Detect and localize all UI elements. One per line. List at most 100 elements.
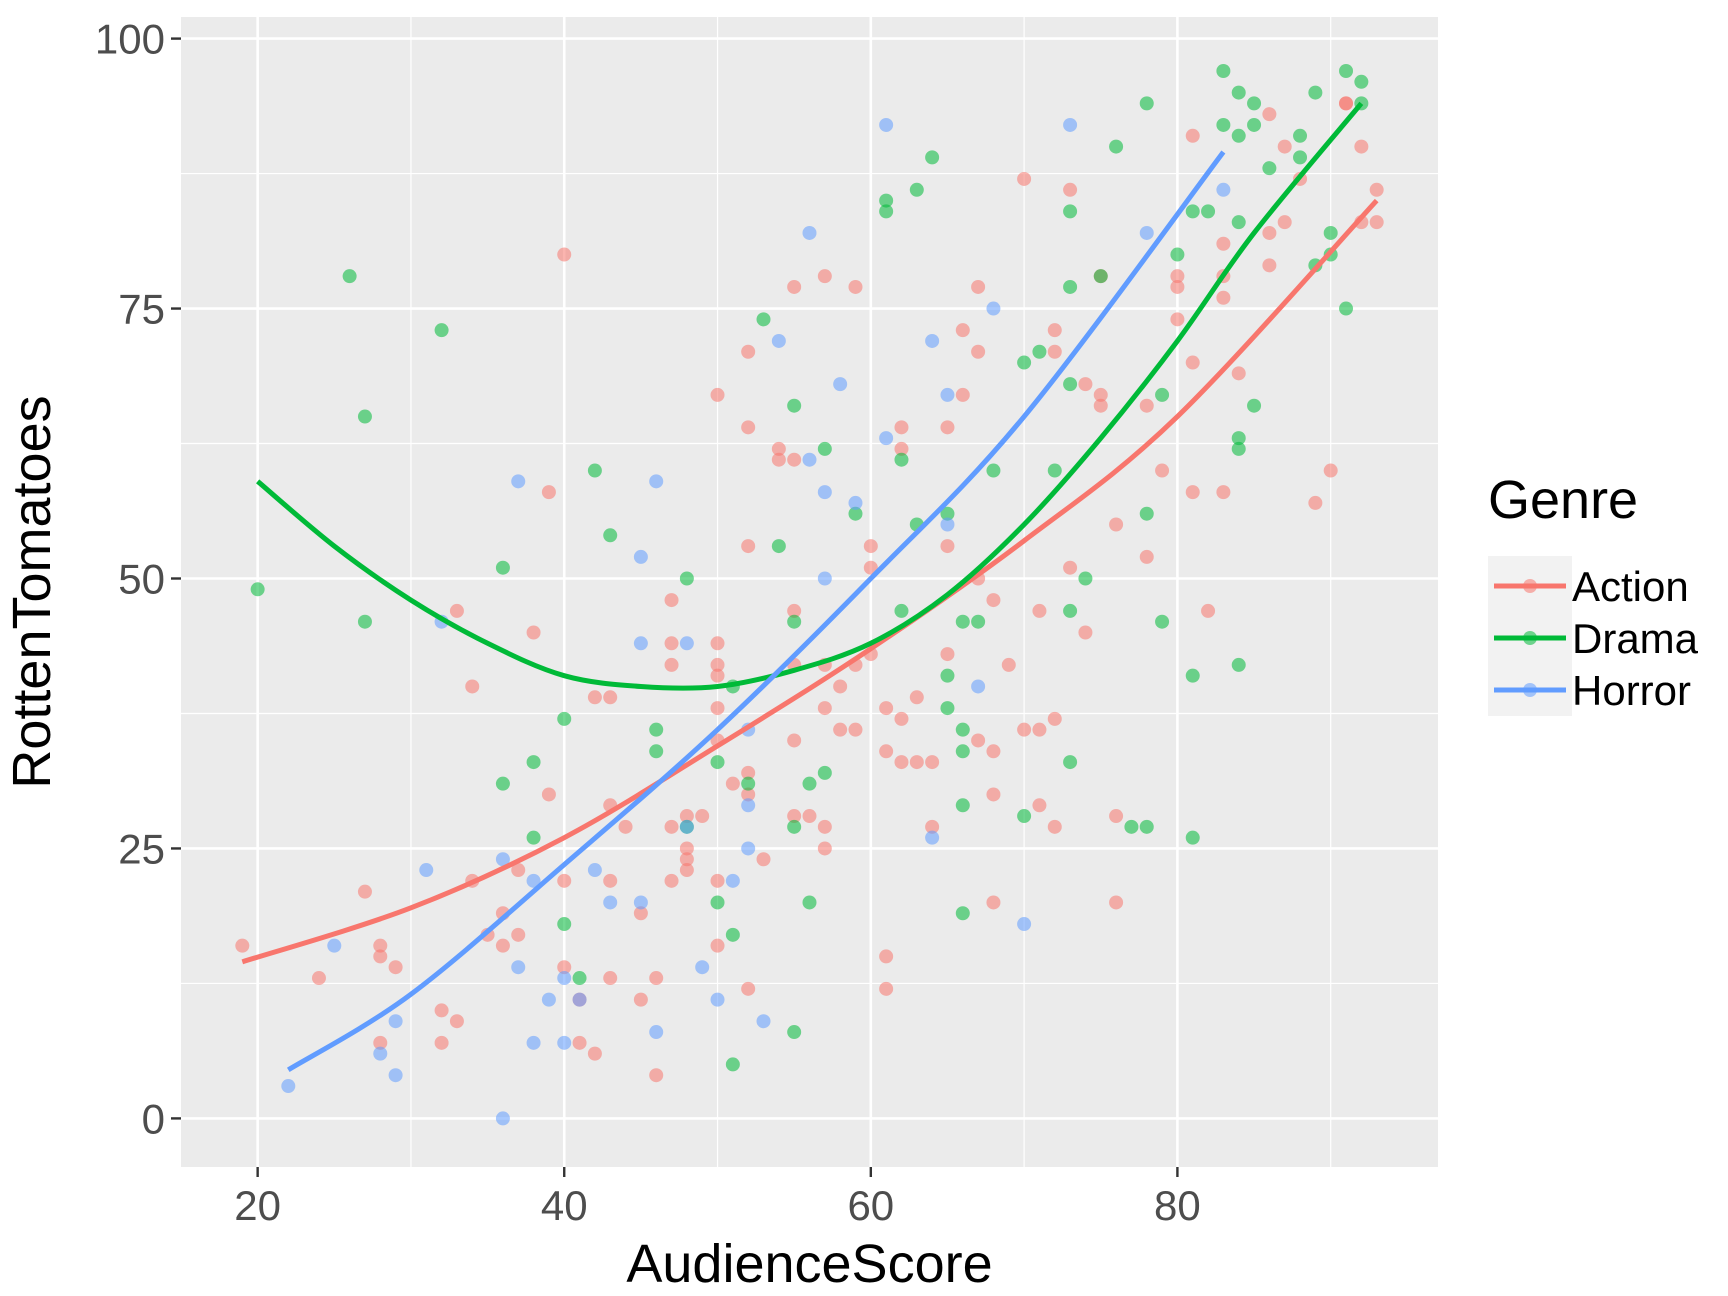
point-action xyxy=(863,539,878,554)
point-action xyxy=(710,873,725,888)
point-drama xyxy=(817,441,832,456)
point-action xyxy=(710,668,725,683)
point-action xyxy=(894,711,909,726)
point-drama xyxy=(787,1025,802,1040)
point-drama xyxy=(1063,279,1078,294)
point-action xyxy=(449,603,464,618)
point-action xyxy=(1047,819,1062,834)
point-horror xyxy=(986,301,1001,316)
point-horror xyxy=(1063,117,1078,132)
point-drama xyxy=(1293,128,1308,143)
point-drama xyxy=(741,776,756,791)
x-axis: 20 40 60 80 xyxy=(234,1167,1201,1229)
point-action xyxy=(1109,895,1124,910)
point-drama xyxy=(1293,150,1308,165)
point-action xyxy=(787,809,802,824)
point-drama xyxy=(725,927,740,942)
point-action xyxy=(235,938,250,953)
y-tick-label: 25 xyxy=(118,825,165,872)
point-drama xyxy=(649,722,664,737)
legend-label: Action xyxy=(1572,563,1689,610)
point-drama xyxy=(1231,85,1246,100)
point-action xyxy=(1017,722,1032,737)
point-action xyxy=(373,938,388,953)
point-horror xyxy=(633,636,648,651)
point-drama xyxy=(1170,247,1185,262)
point-horror xyxy=(679,636,694,651)
point-drama xyxy=(1216,63,1231,78)
point-drama xyxy=(495,776,510,791)
point-drama xyxy=(1032,344,1047,359)
point-drama xyxy=(1323,225,1338,240)
point-action xyxy=(664,593,679,608)
point-drama xyxy=(1063,755,1078,770)
point-horror xyxy=(649,474,664,489)
point-action xyxy=(495,938,510,953)
y-tick-label: 100 xyxy=(95,16,165,63)
point-action xyxy=(741,981,756,996)
point-drama xyxy=(587,463,602,478)
point-action xyxy=(863,560,878,575)
point-action xyxy=(848,722,863,737)
point-action xyxy=(1262,258,1277,273)
point-action xyxy=(1170,279,1185,294)
point-horror xyxy=(925,830,940,845)
point-action xyxy=(1078,377,1093,392)
point-action xyxy=(725,776,740,791)
point-horror xyxy=(557,1035,572,1050)
point-action xyxy=(541,485,556,500)
point-action xyxy=(603,971,618,986)
point-drama xyxy=(1155,614,1170,629)
legend-label: Horror xyxy=(1572,667,1691,714)
point-action xyxy=(710,701,725,716)
x-tick-label: 80 xyxy=(1154,1182,1201,1229)
point-horror xyxy=(526,873,541,888)
point-action xyxy=(802,809,817,824)
y-tick-label: 0 xyxy=(142,1095,165,1142)
point-drama xyxy=(787,819,802,834)
point-action xyxy=(373,949,388,964)
point-action xyxy=(1109,809,1124,824)
point-action xyxy=(1093,387,1108,402)
point-horror xyxy=(802,452,817,467)
point-action xyxy=(1063,560,1078,575)
point-action xyxy=(879,744,894,759)
point-action xyxy=(833,679,848,694)
point-horror xyxy=(511,474,526,489)
point-action xyxy=(787,452,802,467)
point-horror xyxy=(388,1014,403,1029)
point-drama xyxy=(955,722,970,737)
point-drama xyxy=(1063,377,1078,392)
point-action xyxy=(710,657,725,672)
point-drama xyxy=(357,409,372,424)
point-action xyxy=(756,852,771,867)
point-drama xyxy=(1339,63,1354,78)
point-drama xyxy=(1139,506,1154,521)
point-drama xyxy=(1247,96,1262,111)
point-horror xyxy=(603,895,618,910)
point-action xyxy=(679,852,694,867)
point-horror xyxy=(971,679,986,694)
point-action xyxy=(434,1035,449,1050)
point-horror xyxy=(940,387,955,402)
point-action xyxy=(1032,722,1047,737)
point-action xyxy=(971,344,986,359)
point-action xyxy=(449,1014,464,1029)
point-drama xyxy=(434,323,449,338)
point-action xyxy=(986,895,1001,910)
point-drama xyxy=(787,614,802,629)
point-action xyxy=(771,441,786,456)
point-horror xyxy=(511,960,526,975)
point-action xyxy=(434,1003,449,1018)
point-action xyxy=(1078,625,1093,640)
point-action xyxy=(1047,711,1062,726)
point-action xyxy=(695,809,710,824)
point-drama xyxy=(1185,204,1200,219)
point-action xyxy=(971,279,986,294)
point-action xyxy=(1109,517,1124,532)
point-action xyxy=(1231,366,1246,381)
y-axis-title: RottenTomatoes xyxy=(2,395,62,788)
point-horror xyxy=(1017,917,1032,932)
legend-item-drama: Drama xyxy=(1494,615,1699,662)
point-action xyxy=(710,938,725,953)
